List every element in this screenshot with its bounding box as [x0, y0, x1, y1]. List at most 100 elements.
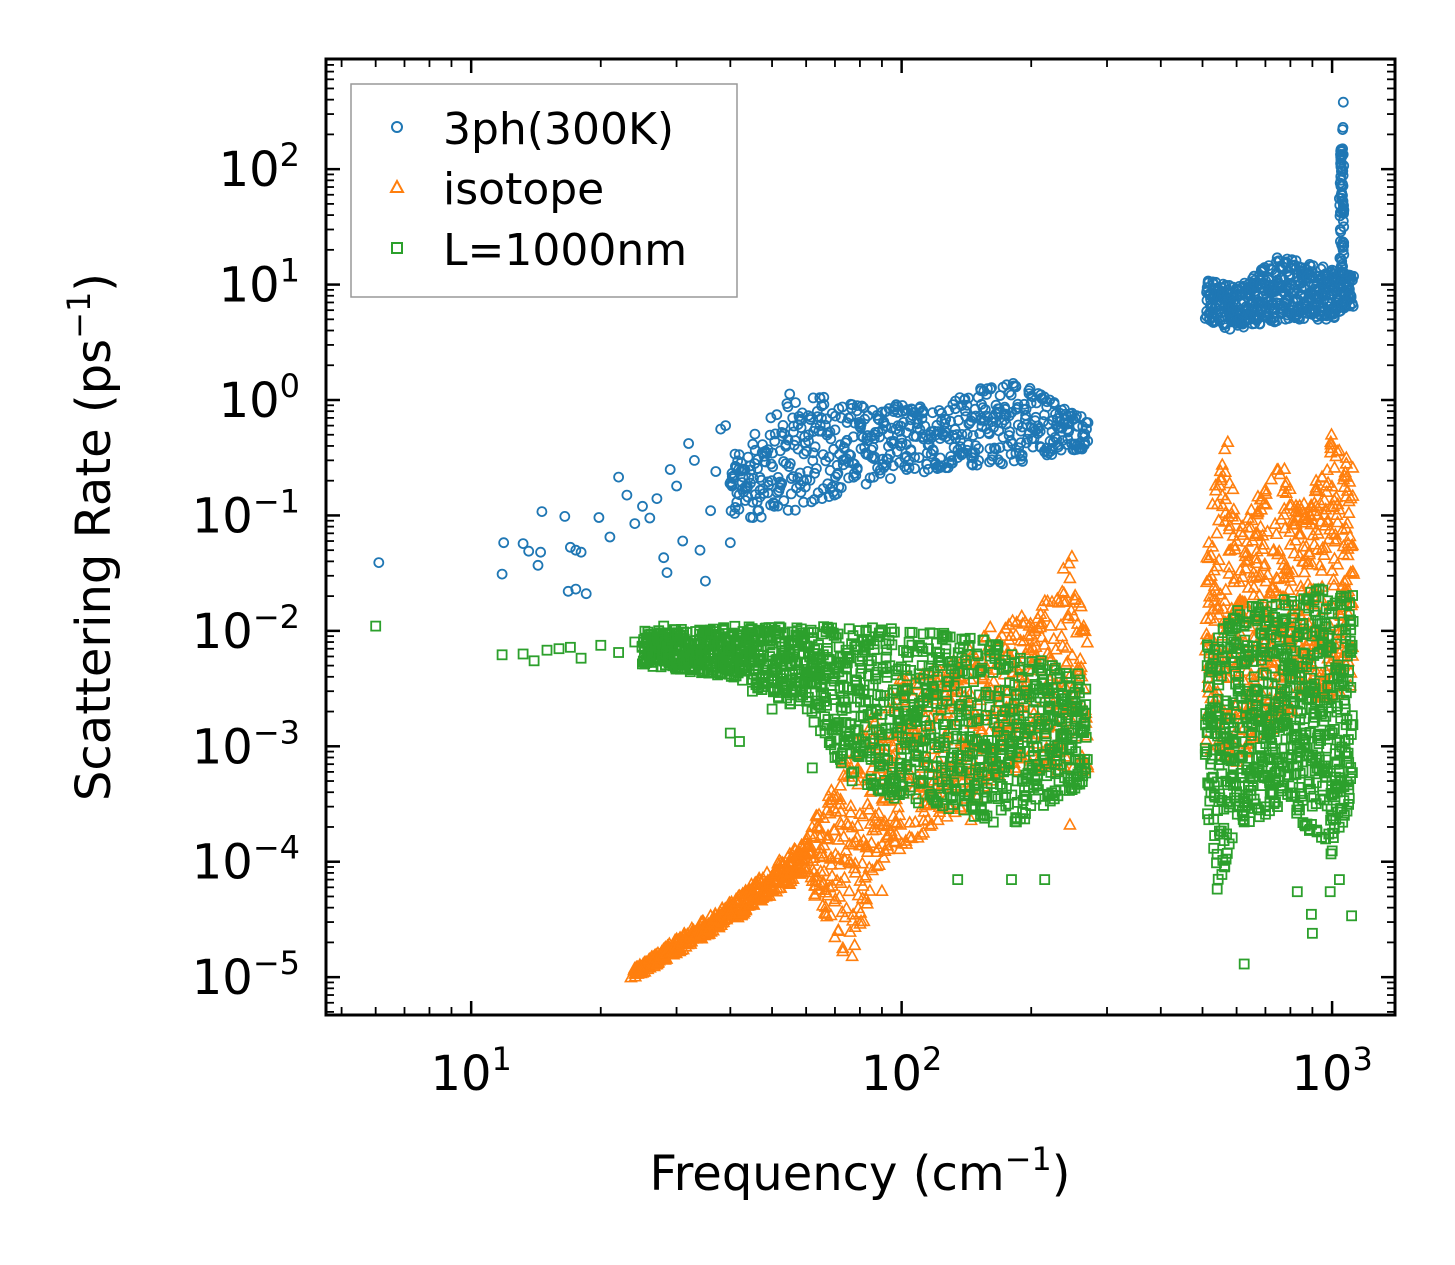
L=1000nm-point — [893, 708, 905, 719]
isotope-point — [1238, 561, 1253, 574]
isotope-point — [1327, 578, 1341, 591]
L=1000nm-point — [867, 737, 879, 749]
L=1000nm-point — [937, 800, 949, 812]
isotope-point — [1215, 457, 1230, 470]
isotope-point — [1339, 572, 1354, 586]
isotope-point — [1257, 556, 1272, 570]
3ph(300K)-point — [909, 463, 921, 474]
isotope-point — [822, 880, 837, 893]
isotope-point — [850, 818, 865, 831]
3ph(300K)-point — [749, 444, 761, 456]
isotope-point — [1008, 627, 1023, 641]
isotope-point — [1210, 526, 1224, 539]
isotope-point — [1222, 518, 1237, 531]
isotope-point — [1277, 507, 1291, 520]
3ph(300K)-point — [760, 456, 771, 468]
isotope-point — [848, 865, 863, 878]
L=1000nm-point — [990, 639, 1002, 650]
isotope-point — [1257, 496, 1271, 509]
L=1000nm-point — [917, 741, 928, 753]
3ph(300K)-point — [705, 505, 716, 517]
3ph(300K)-point — [913, 452, 925, 464]
L=1000nm-point — [960, 655, 971, 666]
L=1000nm-point — [971, 648, 983, 660]
3ph(300K)-point — [823, 451, 835, 463]
isotope-point — [859, 892, 874, 905]
isotope-point — [1249, 555, 1264, 569]
3ph(300K)-point — [970, 440, 982, 452]
3ph(300K)-point — [671, 480, 682, 492]
3ph(300K)-point — [769, 435, 781, 447]
isotope-point — [1249, 551, 1263, 564]
isotope-point — [1226, 502, 1241, 515]
series-2-band — [636, 620, 1093, 828]
3ph(300K)-point — [1254, 318, 1266, 330]
isotope-point — [1063, 817, 1077, 830]
isotope-point — [649, 956, 664, 970]
isotope-point — [850, 829, 864, 843]
isotope-point — [1324, 440, 1338, 454]
L=1000nm-point — [971, 700, 983, 711]
isotope-point — [872, 857, 887, 870]
isotope-point — [843, 805, 858, 818]
isotope-point — [1229, 533, 1244, 547]
isotope-point — [842, 854, 857, 867]
3ph(300K)-point — [658, 552, 670, 564]
isotope-point — [1342, 474, 1357, 487]
L=1000nm-point — [1015, 652, 1026, 664]
isotope-point — [860, 844, 875, 858]
3ph(300K)-point — [858, 402, 869, 414]
L=1000nm-point — [916, 660, 928, 671]
isotope-point — [1222, 566, 1236, 579]
L=1000nm-point — [956, 765, 968, 777]
L=1000nm-point — [774, 628, 785, 640]
3ph(300K)-point — [771, 409, 783, 421]
3ph(300K)-point — [945, 451, 957, 462]
isotope-point — [898, 833, 913, 846]
L=1000nm-point — [862, 695, 874, 706]
3ph(300K)-point — [980, 404, 991, 416]
isotope-point — [1305, 557, 1320, 570]
3ph(300K)-point — [532, 559, 544, 571]
3ph(300K)-point — [829, 424, 841, 436]
isotope-point — [847, 937, 862, 951]
3ph(300K)-point — [1338, 206, 1349, 218]
3ph(300K)-point — [1018, 398, 1030, 410]
isotope-point — [1272, 543, 1287, 557]
L=1000nm-point — [923, 777, 935, 788]
L=1000nm-point — [958, 724, 970, 736]
isotope-point — [1208, 583, 1223, 596]
isotope-point — [1222, 521, 1237, 535]
3ph(300K)-point — [994, 442, 1006, 454]
3ph(300K)-point — [1048, 397, 1060, 408]
isotope-point — [624, 970, 638, 983]
isotope-point — [817, 863, 831, 877]
isotope-point — [1277, 461, 1292, 475]
isotope-point — [835, 943, 850, 957]
isotope-point — [814, 846, 828, 859]
L=1000nm-point — [975, 664, 986, 676]
3ph(300K)-point — [570, 583, 582, 595]
3ph(300K)-point — [789, 504, 801, 516]
isotope-point — [855, 878, 870, 891]
isotope-point — [1279, 485, 1294, 499]
isotope-point — [1340, 483, 1355, 496]
isotope-point — [916, 825, 931, 838]
isotope-point — [1070, 616, 1085, 629]
3ph(300K)-point — [962, 439, 974, 451]
L=1000nm-point — [981, 714, 993, 726]
isotope-point — [803, 839, 818, 852]
isotope-point — [814, 827, 828, 841]
isotope-point — [875, 883, 889, 896]
3ph(300K)-point — [733, 503, 745, 515]
isotope-point — [1260, 524, 1275, 537]
L=1000nm-point — [893, 663, 904, 675]
isotope-point — [1207, 578, 1222, 591]
L=1000nm-point — [1016, 671, 1028, 683]
isotope-point — [995, 628, 1009, 641]
L=1000nm-point — [989, 791, 1001, 802]
3ph(300K)-point — [950, 403, 961, 415]
isotope-point — [1060, 654, 1075, 667]
L=1000nm-point — [872, 689, 884, 701]
